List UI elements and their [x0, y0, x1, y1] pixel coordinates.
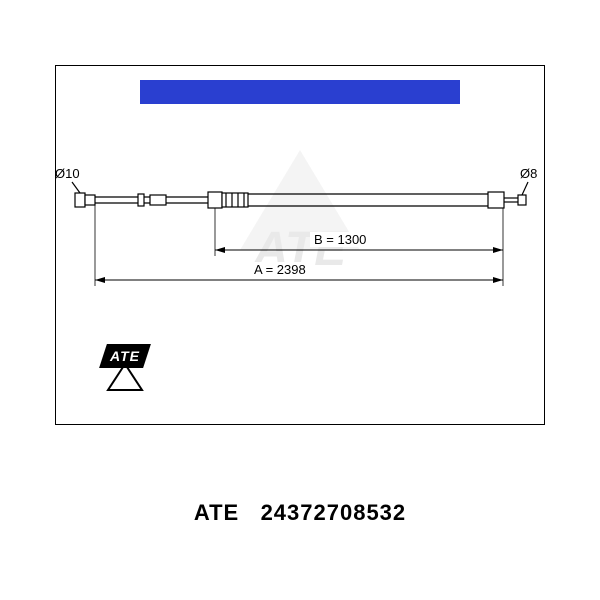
dimension-b-label: B = 1300 — [310, 232, 370, 247]
left-diameter-label: Ø10 — [55, 166, 80, 181]
footer-label: ATE 24372708532 — [0, 500, 600, 526]
footer-brand: ATE — [194, 500, 239, 525]
dimension-a-label: A = 2398 — [250, 262, 310, 277]
right-diameter-label: Ø8 — [520, 166, 537, 181]
footer-code: 24372708532 — [261, 500, 407, 525]
brand-logo-text: ATE — [110, 348, 140, 364]
brand-logo-small: ATE — [100, 362, 147, 368]
diagram-canvas: ATE 24.3727-0853.2 580853 — [0, 0, 600, 600]
